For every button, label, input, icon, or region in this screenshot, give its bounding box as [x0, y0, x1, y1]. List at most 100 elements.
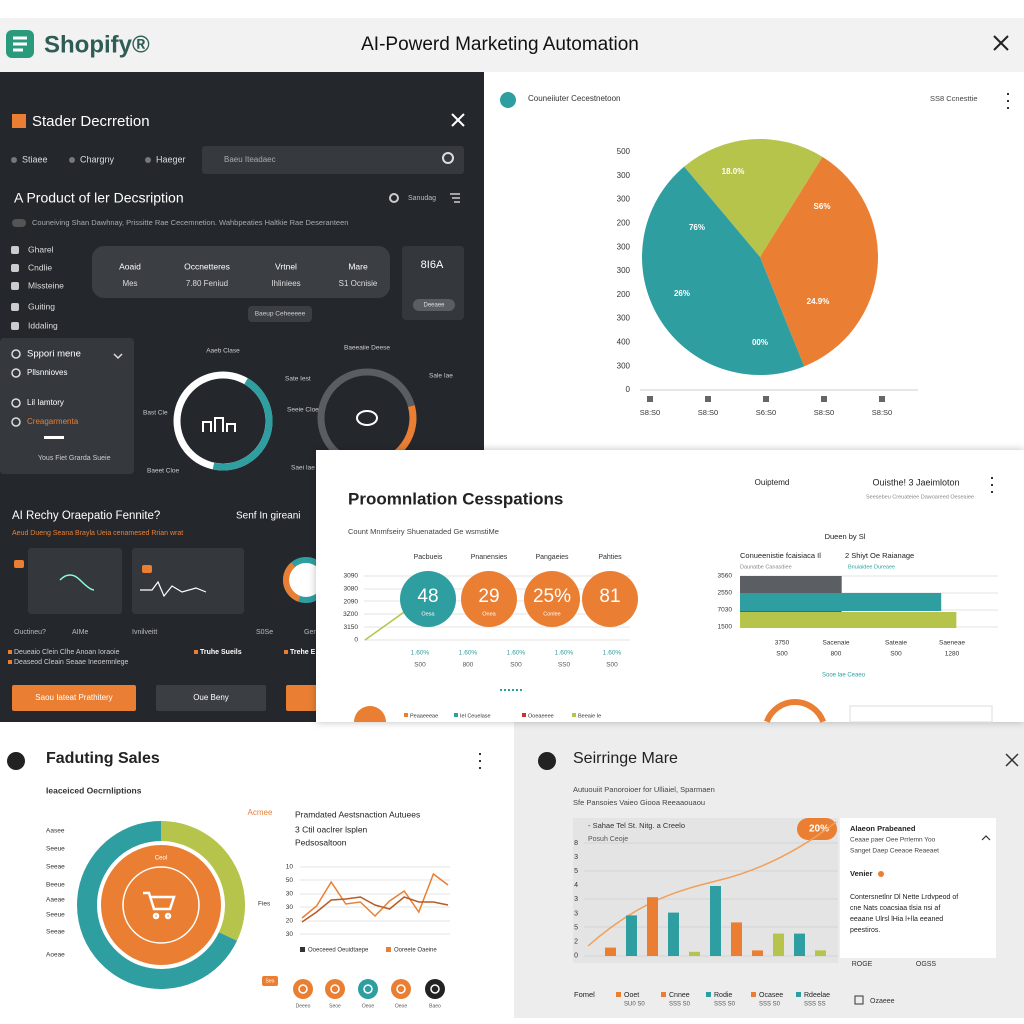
y-tick-label: 8: [574, 840, 578, 847]
search-text[interactable]: Baeu Iteadaec: [224, 155, 276, 164]
slice-label: S6%: [814, 202, 831, 211]
ring-label: Seeue: [46, 912, 65, 919]
cart-icon: [143, 891, 176, 920]
legend-title: Fomel: [574, 990, 595, 999]
tab[interactable]: Haeger: [156, 154, 186, 164]
settings-icon[interactable]: [389, 193, 399, 203]
mini-donut-seg: [283, 562, 301, 602]
menu-item[interactable]: Pllsnnioves: [27, 368, 67, 377]
sidebar-item[interactable]: Gharel: [28, 244, 54, 254]
y-tick-label: 300: [617, 266, 631, 275]
bar: [605, 947, 616, 956]
y-tick-label: 3: [574, 896, 578, 903]
icon-glyph: [363, 984, 373, 994]
sidebar-item[interactable]: Iddaling: [28, 320, 58, 330]
close-button[interactable]: [993, 35, 1009, 51]
x-tick: [647, 396, 653, 402]
tab[interactable]: Stiaee: [22, 154, 48, 164]
tab[interactable]: Chargny: [80, 154, 115, 164]
sidebar-item[interactable]: Mlssteine: [28, 280, 64, 290]
menu-note: Yous Fiet Grarda Sueie: [38, 455, 111, 462]
menu-item[interactable]: Creagarmenta: [27, 417, 79, 426]
center-label: Ceol: [155, 856, 167, 862]
icon-glyph: [298, 984, 308, 994]
secondary-button[interactable]: [156, 685, 266, 711]
legend: Ooeaeeee: [528, 713, 554, 719]
icon-button[interactable]: [325, 979, 345, 999]
stat-value: Mes: [122, 279, 137, 288]
ring-label: Aoeae: [46, 952, 65, 959]
primary-button[interactable]: [12, 685, 136, 711]
card-title: Alaeon Prabeaned: [850, 824, 916, 833]
y-tick-label: 200: [617, 219, 631, 228]
legend-swatch: [661, 992, 666, 997]
legend: Iel Ceuelase: [460, 713, 491, 719]
footer-label: Ozaeee: [870, 998, 895, 1005]
note: Bnuiaidee Dureaee: [848, 564, 895, 570]
kpi-circle: [524, 571, 580, 627]
search-icon[interactable]: [442, 152, 454, 164]
section-title: Senf In gireani: [236, 511, 301, 522]
panel-title: Seirringe Mare: [573, 750, 678, 767]
sidebar-item[interactable]: Cndlie: [28, 262, 52, 272]
section-action[interactable]: Sanudag: [408, 195, 436, 202]
pie-slice: [641, 166, 805, 375]
x-tick-label: S8:S0: [698, 408, 718, 417]
x-tick-label: S6:S0: [756, 408, 776, 417]
badge-label: 20%: [809, 824, 829, 835]
slice-label: 00%: [752, 338, 768, 347]
sub-label: S00: [510, 662, 522, 669]
stats-button[interactable]: [248, 306, 312, 322]
x-value: S00: [890, 651, 902, 658]
kpi-circle: [400, 571, 456, 627]
bullet: [8, 660, 12, 664]
card-button[interactable]: [413, 299, 455, 311]
legend-swatch: [300, 947, 305, 952]
icon-button[interactable]: [391, 979, 411, 999]
close-button[interactable]: [451, 113, 465, 127]
y-tick-label: 10: [286, 864, 294, 871]
note: Truhe Sueils: [200, 649, 242, 656]
icon-button[interactable]: [293, 979, 313, 999]
tab-dot: [69, 157, 75, 163]
menu-panel: [0, 338, 134, 474]
sidebar-item[interactable]: Guiting: [28, 301, 55, 311]
card-text: eeaane Ulrsl lHia l+lla eeaned: [850, 916, 943, 923]
legend: Cnnee: [669, 992, 690, 999]
close-icon[interactable]: [1005, 753, 1019, 767]
ring-label: Beeue: [46, 882, 65, 889]
bar: [794, 933, 805, 956]
x-tick: [763, 396, 769, 402]
kpi-circle: [461, 571, 517, 627]
icon-button[interactable]: [425, 979, 445, 999]
legend: Peaaeeeae: [410, 713, 438, 719]
icon-label: Baeo: [429, 1003, 441, 1009]
map-route: [140, 580, 207, 598]
gauge-label: Aaeb Clase: [206, 348, 240, 355]
legend-sub: SU0 S0: [624, 1002, 645, 1008]
x-value: 1280: [945, 651, 960, 658]
x-tick: [821, 396, 827, 402]
icon-label: Oeoe: [362, 1003, 374, 1009]
bar: [647, 897, 658, 956]
legend: Rdeelae: [804, 992, 830, 999]
icon-button[interactable]: [358, 979, 378, 999]
kpi-circle: [582, 571, 638, 627]
bar: [731, 922, 742, 956]
toggle[interactable]: [12, 219, 26, 227]
bar: [773, 933, 784, 956]
bar: [752, 950, 763, 956]
menu-item[interactable]: Sppori mene: [27, 349, 81, 360]
y-tick-label: 0: [626, 385, 631, 394]
ring-segment: [77, 821, 237, 989]
y-tick-label: 4: [574, 882, 578, 889]
pct-label: 1.60%: [603, 650, 622, 657]
note: Daunatbe Canasdiee: [740, 564, 792, 570]
pct-label: 1.60%: [507, 650, 526, 657]
pct-label: 1.60%: [411, 650, 430, 657]
legend-sub: SSS S0: [669, 1002, 691, 1008]
panel-action[interactable]: SS8 Ccnesttie: [930, 94, 978, 103]
y-tick-label: 0: [574, 953, 578, 960]
menu-item[interactable]: Lil Iamtory: [27, 398, 64, 407]
chart-subtitle: Posuh Ceoje: [588, 836, 628, 843]
